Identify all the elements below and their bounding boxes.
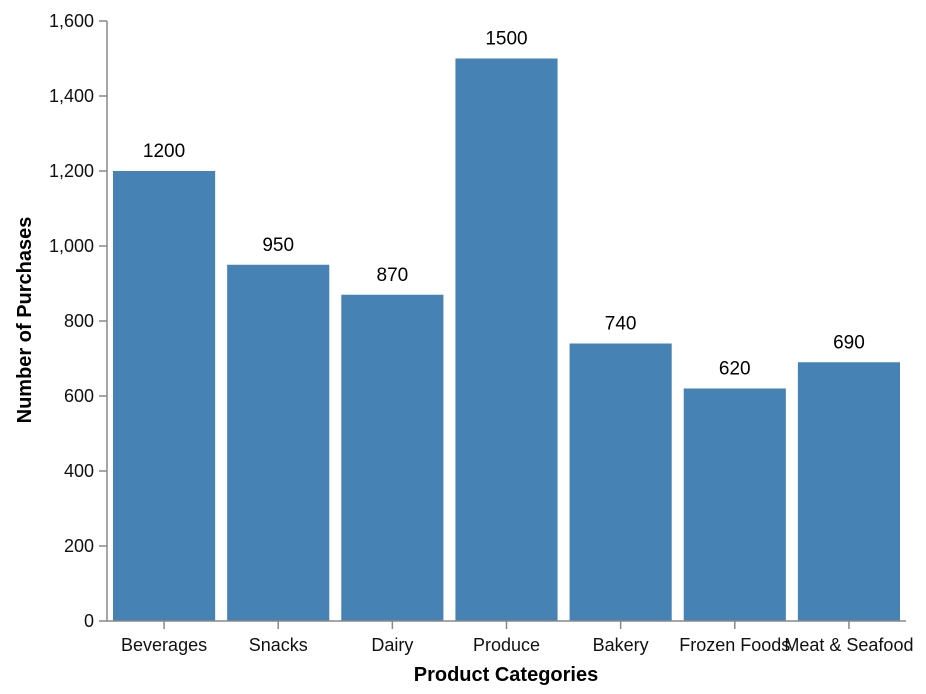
bar [341, 294, 444, 621]
y-tick-label: 1,400 [49, 86, 94, 106]
bar-value-label: 690 [833, 332, 865, 353]
bar [227, 264, 330, 621]
y-tick-label: 200 [64, 536, 94, 556]
y-axis-title: Number of Purchases [14, 217, 36, 424]
x-tick-label: Beverages [121, 635, 207, 655]
x-tick-label: Frozen Foods [679, 635, 790, 655]
x-axis-title: Product Categories [414, 664, 598, 686]
bars: 1200 950 870 1500 740 620 690 [113, 29, 900, 621]
y-tick-label: 400 [64, 461, 94, 481]
bar-value-label: 1500 [485, 29, 527, 50]
bar-value-label: 1200 [143, 141, 185, 162]
bar [683, 388, 786, 621]
y-tick-label: 600 [64, 386, 94, 406]
x-tick-label: Meat & Seafood [784, 635, 913, 655]
bar-value-label: 870 [377, 265, 409, 286]
bar [455, 58, 558, 621]
bar [113, 171, 216, 621]
x-tick-label: Snacks [249, 635, 308, 655]
bar-value-label: 950 [262, 235, 294, 256]
y-tick-label: 1,200 [49, 161, 94, 181]
x-tick-label: Bakery [593, 635, 649, 655]
y-axis: 0 200 400 600 800 1,000 1,200 1,400 1,600 [49, 11, 108, 631]
y-tick-label: 1,000 [49, 236, 94, 256]
bar [797, 362, 900, 621]
x-axis: Beverages Snacks Dairy Produce Bakery Frozen … [107, 620, 913, 655]
x-tick-label: Produce [473, 635, 540, 655]
bar-value-label: 740 [605, 314, 637, 335]
x-tick-label: Dairy [371, 635, 413, 655]
y-tick-label: 0 [84, 611, 94, 631]
bar [569, 343, 672, 621]
bar-value-label: 620 [719, 359, 751, 380]
y-tick-label: 1,600 [49, 11, 94, 31]
y-tick-label: 800 [64, 311, 94, 331]
